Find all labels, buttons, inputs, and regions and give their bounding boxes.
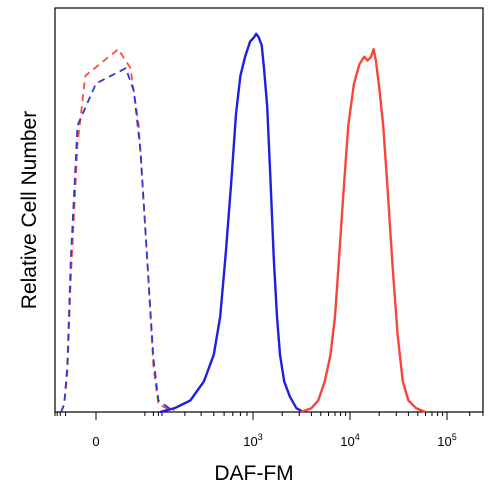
x-tick-label: 103 [243,432,262,449]
x-tick-label: 0 [92,434,99,449]
histogram-series-2 [60,67,176,413]
x-tick-label: 105 [437,432,456,449]
x-tick-label-exponent: 4 [355,432,360,442]
histogram-series-4 [300,47,426,414]
x-tick-marks [54,412,484,420]
x-tick-label-base: 10 [340,434,354,449]
plot-area [54,7,484,420]
x-tick-label-exponent: 5 [452,432,457,442]
x-axis-title: DAF-FM [214,462,293,485]
plot-frame [54,7,484,413]
x-tick-label-base: 10 [437,434,451,449]
series-layer [60,32,426,414]
x-tick-label-base: 10 [243,434,257,449]
y-axis-title: Relative Cell Number [18,111,41,309]
histogram-series-1 [60,48,175,413]
x-tick-labels: 0 103 104 105 [92,432,456,449]
x-tick-label-exponent: 3 [258,432,263,442]
x-tick-label: 104 [340,432,359,449]
histogram-series-3 [159,32,304,414]
